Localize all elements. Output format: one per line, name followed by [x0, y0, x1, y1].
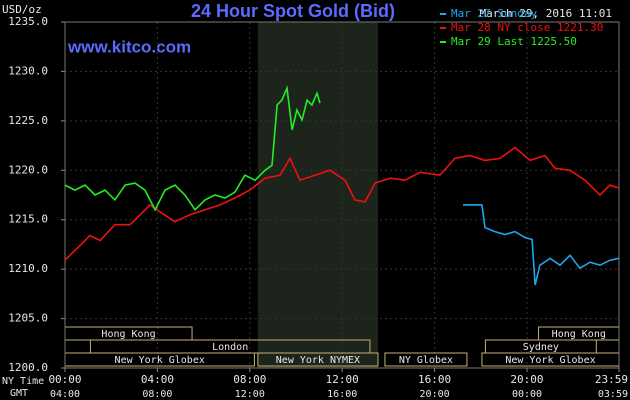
chart-title: 24 Hour Spot Gold (Bid) — [191, 1, 395, 21]
legend-entry: Mar 28 NY close 1221.30 — [451, 21, 603, 34]
x2-tick-label: 12:00 — [235, 389, 265, 400]
session-label: London — [212, 342, 248, 353]
session-box — [257, 352, 379, 367]
y-tick-label: 1200.0 — [8, 361, 48, 374]
session-label: Sydney — [523, 342, 559, 353]
x-axis-label: NY Time — [2, 376, 44, 387]
source: www.kitco.com — [67, 37, 191, 56]
y-tick-label: 1225.0 — [8, 114, 48, 127]
x2-axis-label: GMT — [10, 388, 28, 399]
session-label: Hong Kong — [552, 329, 606, 340]
price-line — [64, 146, 620, 261]
x2-tick-label: 00:00 — [512, 389, 542, 400]
x2-tick-label: 03:59 — [598, 389, 628, 400]
y-tick-label: 1215.0 — [8, 213, 48, 226]
session-label: New York NYMEX — [276, 355, 360, 366]
price-line — [64, 85, 321, 212]
unit-label: USD/oz — [2, 3, 42, 16]
y-tick-label: 1235.0 — [8, 15, 48, 28]
x-tick-label: 20:00 — [510, 373, 543, 386]
y-tick-label: 1230.0 — [8, 64, 48, 77]
timestamp: March 29, 2016 11:01 — [480, 7, 612, 20]
price-line — [463, 204, 620, 286]
session-label: New York Globex — [115, 355, 205, 366]
shaded-region — [257, 22, 379, 368]
x2-tick-label: 04:00 — [50, 389, 80, 400]
session-box — [384, 352, 468, 367]
x-tick-label: 08:00 — [233, 373, 266, 386]
session-label: Hong Kong — [101, 329, 155, 340]
y-tick-label: 1210.0 — [8, 262, 48, 275]
session-label: New York Globex — [505, 355, 595, 366]
x2-tick-label: 08:00 — [142, 389, 172, 400]
x-tick-label: 16:00 — [418, 373, 451, 386]
x-tick-label: 23:59 — [595, 373, 628, 386]
y-tick-label: 1205.0 — [8, 312, 48, 325]
plot-frame — [64, 21, 620, 369]
x-tick-label: 12:00 — [326, 373, 359, 386]
x-tick-label: 04:00 — [141, 373, 174, 386]
x2-tick-label: 16:00 — [327, 389, 357, 400]
y-tick-label: 1220.0 — [8, 163, 48, 176]
x2-tick-label: 20:00 — [420, 389, 450, 400]
session-label: NY Globex — [399, 355, 453, 366]
legend-entry: Mar 27 Sunday — [451, 7, 537, 20]
legend-entry: Mar 29 Last 1225.50 — [451, 35, 577, 48]
x-tick-label: 00:00 — [48, 373, 81, 386]
